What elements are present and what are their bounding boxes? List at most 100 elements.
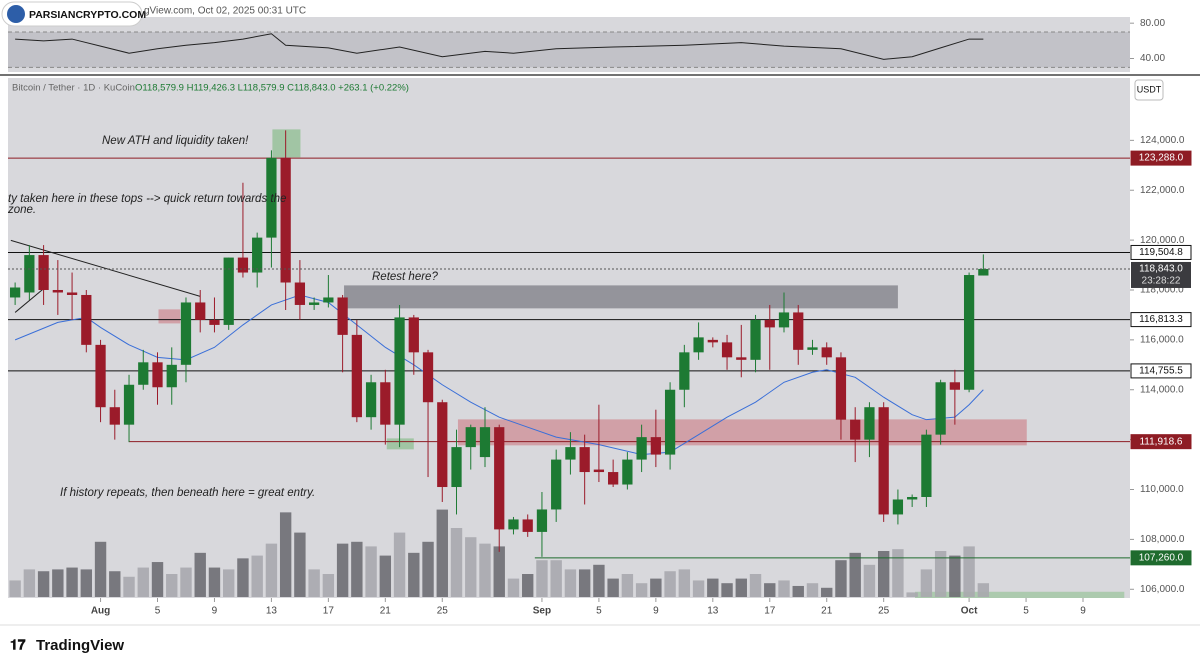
currency[interactable]: USDT (1137, 84, 1162, 94)
candle-body (935, 382, 946, 435)
candle-body (807, 347, 818, 350)
trendline (10, 239, 201, 297)
candle-body (479, 427, 491, 458)
volume-bar (863, 564, 876, 597)
y-tick-label: 120,000.0 (1140, 235, 1185, 246)
candle-body (921, 434, 932, 497)
level-tag (1130, 550, 1192, 566)
candle-body (593, 469, 605, 473)
candle-body (978, 268, 989, 276)
volume-bar (849, 552, 861, 597)
volume-bar (707, 578, 719, 597)
candle-body (465, 427, 476, 448)
x-tick-label: 21 (821, 606, 833, 617)
volume-bar (821, 587, 833, 597)
candle-body (850, 419, 861, 440)
candle-body (608, 472, 619, 485)
level-label: 119,504.8 (1139, 247, 1183, 258)
candle-body (579, 447, 590, 473)
volume-bar (279, 512, 292, 597)
x-tick-label: Aug (91, 606, 110, 617)
watermark-box (1, 1, 143, 27)
volume-bar (351, 541, 363, 597)
volume-bar (650, 578, 662, 597)
volume-bar (137, 567, 149, 597)
volume-bar (806, 583, 819, 597)
volume-bar (379, 555, 392, 597)
candle-body (422, 352, 434, 403)
candle-body (963, 275, 975, 390)
volume-bar (465, 537, 477, 597)
volume-bar (892, 549, 904, 597)
y-tick-label: 116,000.0 (1140, 335, 1184, 346)
volume-bar (764, 583, 776, 597)
volume-bar (949, 555, 961, 597)
volume-bar (507, 578, 520, 597)
zone (158, 309, 181, 324)
level-label: 116,813.3 (1139, 314, 1183, 325)
currency-button[interactable] (1134, 79, 1164, 101)
annotation: zone. (7, 204, 36, 216)
candle-body (195, 302, 206, 320)
zone (386, 438, 414, 450)
candle-body (949, 382, 960, 390)
volume-bar (749, 574, 762, 597)
candle-body (892, 499, 904, 515)
candle-body (778, 312, 790, 328)
candle-body (736, 357, 747, 360)
volume-bar (37, 571, 50, 597)
candle-body (323, 297, 334, 303)
countdown: 23:28:22 (1142, 276, 1181, 287)
level-label: 114,755.5 (1139, 366, 1183, 377)
candle-body (565, 447, 576, 460)
candle-body (878, 407, 889, 515)
zone (914, 591, 1125, 598)
volume-bar (792, 585, 804, 597)
volume-bar (550, 560, 562, 597)
volume-bar (607, 578, 619, 597)
candle-body (9, 287, 21, 298)
volume-bar (9, 580, 21, 597)
candle-body (408, 317, 419, 353)
volume-bar (294, 532, 306, 597)
annotation: ty taken here in these tops --> quick re… (8, 193, 286, 205)
candle-body (907, 496, 918, 500)
candle-body (351, 334, 362, 418)
pane-layer (8, 129, 1130, 598)
y-tick-label: 114,000.0 (1140, 384, 1184, 395)
volume-bar (578, 569, 591, 597)
level-tag (1130, 434, 1192, 450)
candle-body (508, 519, 519, 530)
volume-bar (436, 509, 448, 597)
rsi-line (15, 33, 984, 60)
candle-body (707, 339, 718, 343)
y-tick-label: 122,000.0 (1140, 185, 1185, 196)
y-tick-label: 108,000.0 (1140, 534, 1185, 545)
x-tick-label: 9 (1080, 606, 1086, 617)
x-tick-label: 5 (155, 606, 161, 617)
zone (272, 129, 301, 158)
annotation: New ATH and liquidity taken! (102, 135, 249, 147)
candle-body (52, 289, 63, 293)
volume-bar (621, 574, 634, 597)
footer-logo: TradingView (36, 637, 124, 654)
volume-bar (322, 574, 335, 597)
candle-body (152, 362, 163, 388)
volume-bar (180, 567, 192, 597)
volume-bar (678, 569, 691, 597)
volume-bar (906, 592, 918, 597)
candle-body (166, 364, 177, 388)
volume-bar (664, 571, 676, 597)
volume-bar (166, 574, 178, 597)
x-tick-label: Oct (961, 606, 978, 617)
candle-body (664, 389, 676, 455)
volume-bar (265, 543, 278, 597)
price-pane (8, 78, 1130, 598)
candle-body (721, 342, 733, 358)
volume-bar (835, 560, 847, 597)
axis-layer: 106,000.0108,000.0110,000.0112,000.0114,… (91, 18, 1192, 617)
candle-body (252, 237, 263, 273)
x-tick-label: 17 (764, 606, 776, 617)
